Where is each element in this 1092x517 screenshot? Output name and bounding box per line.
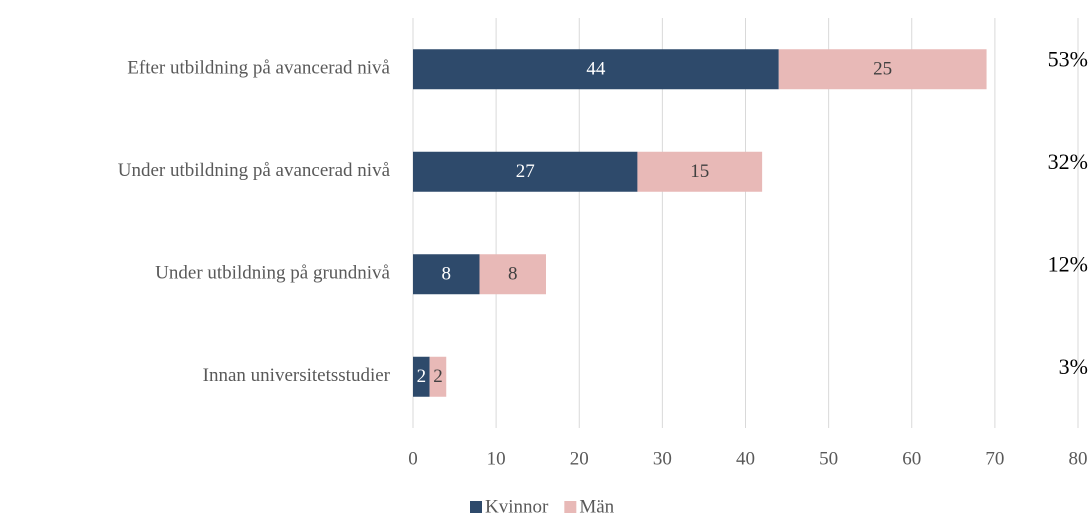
bar	[413, 356, 430, 397]
bar-label: 15	[690, 161, 709, 182]
bar	[778, 49, 987, 90]
annotation: 32%	[1048, 149, 1088, 174]
bar	[637, 151, 763, 192]
x-tick-label: 0	[408, 448, 418, 469]
legend-label: Kvinnor	[485, 496, 549, 517]
legend-label: Män	[579, 496, 614, 517]
bar-label: 44	[586, 59, 606, 80]
bar	[413, 49, 779, 90]
x-tick-label: 50	[819, 448, 838, 469]
y-tick-label: Under utbildning på avancerad nivå	[118, 160, 391, 181]
x-tick-label: 20	[570, 448, 589, 469]
annotation: 53%	[1048, 46, 1088, 71]
bar-label: 27	[516, 161, 535, 182]
bar-label: 2	[417, 366, 427, 387]
x-tick-label: 40	[736, 448, 755, 469]
annotation: 3%	[1059, 354, 1088, 379]
x-tick-label: 80	[1069, 448, 1088, 469]
bar	[413, 151, 638, 192]
bar	[429, 356, 447, 397]
x-tick-label: 10	[487, 448, 506, 469]
bar-label: 2	[433, 366, 443, 387]
legend-swatch	[470, 501, 482, 513]
x-tick-label: 30	[653, 448, 672, 469]
bar	[479, 254, 546, 295]
legend-swatch	[564, 501, 577, 513]
x-tick-label: 70	[985, 448, 1004, 469]
bar	[413, 254, 480, 295]
bar-label: 8	[508, 264, 518, 285]
bar-label: 8	[442, 264, 452, 285]
y-tick-label: Innan universitetsstudier	[203, 365, 391, 386]
x-tick-label: 60	[902, 448, 921, 469]
y-tick-label: Under utbildning på grundnivå	[155, 263, 390, 284]
bar-label: 25	[873, 59, 892, 80]
annotation: 12%	[1048, 251, 1088, 276]
y-tick-label: Efter utbildning på avancerad nivå	[127, 58, 390, 79]
